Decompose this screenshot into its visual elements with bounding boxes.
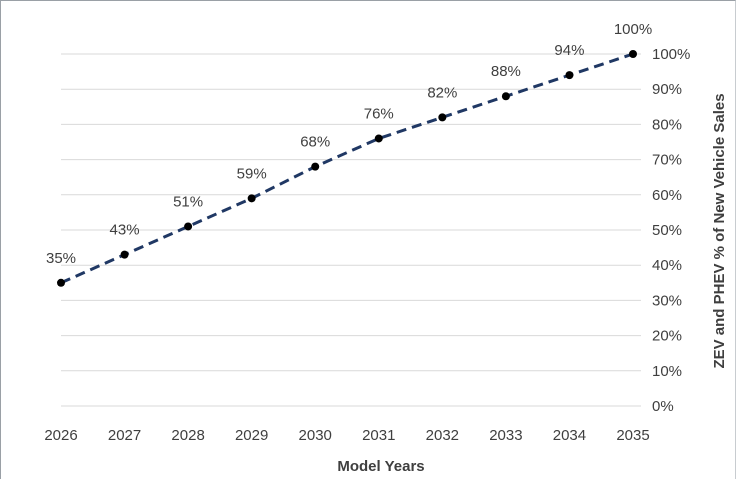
data-label: 88% [491,63,521,80]
data-label: 82% [427,84,457,101]
y-tick-label: 50% [652,222,682,239]
y-tick-label: 90% [652,81,682,98]
x-tick-label: 2028 [171,427,204,444]
x-tick-label: 2029 [235,427,268,444]
y-tick-label: 70% [652,152,682,169]
data-point-marker [629,50,637,58]
data-label: 51% [173,193,203,210]
x-tick-label: 2033 [489,427,522,444]
y-tick-label: 30% [652,292,682,309]
data-label: 35% [46,250,76,267]
data-label: 76% [364,105,394,122]
data-point-markers [57,50,637,287]
data-point-marker [565,71,573,79]
data-label: 43% [110,222,140,239]
data-label: 100% [614,21,652,38]
data-point-marker [502,92,510,100]
data-point-marker [184,222,192,230]
y-tick-label: 60% [652,187,682,204]
data-point-marker [438,113,446,121]
y-tick-label: 40% [652,257,682,274]
gridlines [61,54,641,406]
data-label: 68% [300,134,330,151]
y-axis-tick-labels: 0% 10% 20% 30% 40% 50% 60% 70% 80% 90% 100% [652,46,690,415]
y-axis-title: ZEV and PHEV % of New Vehicle Sales [711,93,728,368]
y-tick-label: 10% [652,363,682,380]
x-tick-label: 2030 [299,427,332,444]
data-label: 94% [554,42,584,59]
y-tick-label: 100% [652,46,690,63]
x-tick-label: 2034 [553,427,586,444]
y-tick-label: 0% [652,398,674,415]
y-tick-label: 80% [652,116,682,133]
x-tick-label: 2031 [362,427,395,444]
data-point-marker [121,251,129,259]
x-tick-label: 2032 [426,427,459,444]
data-point-marker [375,134,383,142]
x-tick-label: 2027 [108,427,141,444]
data-point-marker [248,194,256,202]
data-label: 59% [237,165,267,182]
x-axis-tick-labels: 2026 2027 2028 2029 2030 2031 2032 2033 2034 2035 [44,427,649,444]
y-tick-label: 20% [652,328,682,345]
data-point-marker [311,163,319,171]
x-tick-label: 2035 [616,427,649,444]
series-line [61,54,633,283]
x-axis-title: Model Years [337,458,424,475]
data-point-marker [57,279,65,287]
x-tick-label: 2026 [44,427,77,444]
